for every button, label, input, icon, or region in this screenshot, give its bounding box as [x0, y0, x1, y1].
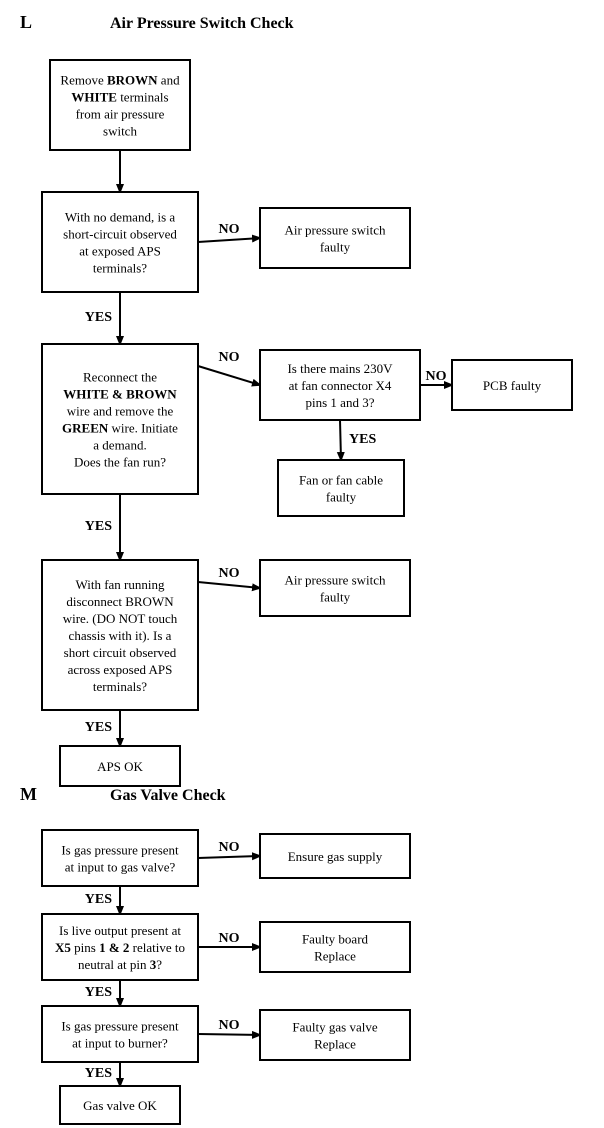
flowchart-node: Gas valve OK [60, 1086, 180, 1124]
node-text-line: at exposed APS [79, 243, 161, 258]
node-text-line: chassis with it). Is a [69, 628, 172, 643]
node-text-line: Is gas pressure present [61, 1018, 179, 1033]
section-letter: L [20, 12, 32, 32]
edge-label: NO [219, 566, 240, 581]
flowchart-node: Ensure gas supply [260, 834, 410, 878]
node-text-line: across exposed APS [68, 662, 173, 677]
edge-label: NO [219, 931, 240, 946]
flowchart-node: Air pressure switch faulty [260, 560, 410, 616]
flowchart-canvas: Remove BROWN and WHITE terminals from air … [0, 0, 604, 1128]
node-text-line: Air pressure switch [284, 572, 386, 587]
edge-label: YES [85, 985, 112, 1000]
node-text-line: Is live output present at [59, 923, 181, 938]
edge-label: YES [85, 892, 112, 907]
node-text-line: Does the fan run? [74, 454, 166, 469]
node-text-line: Ensure gas supply [288, 849, 383, 864]
node-text-line: Replace [314, 948, 356, 963]
flowchart-node: Is gas pressure present at input to burne… [42, 1006, 198, 1062]
node-text-line: WHITE & BROWN [63, 386, 177, 401]
node-text-line: wire and remove the [67, 403, 174, 418]
node-text-line: Air pressure switch [284, 222, 386, 237]
node-text-line: With fan running [75, 577, 165, 592]
node-text-line: Faulty board [302, 931, 369, 946]
edge-label: YES [349, 432, 376, 447]
node-text-line: short-circuit observed [63, 226, 177, 241]
edge-label: YES [85, 1066, 112, 1081]
node-text-line: wire. (DO NOT touch [63, 611, 178, 626]
flowchart-edge [198, 856, 260, 858]
flowchart-edge [198, 1034, 260, 1035]
node-text-line: terminals? [93, 260, 147, 275]
flowchart-edge [340, 420, 341, 460]
node-text-line: APS OK [97, 759, 143, 774]
node-text-line: pins 1 and 3? [306, 395, 375, 410]
flowchart-node: PCB faulty [452, 360, 572, 410]
node-text-line: disconnect BROWN [66, 594, 174, 609]
node-text-line: at fan connector X4 [289, 378, 392, 393]
flowchart-node: With fan running disconnect BROWN wire. (D… [42, 560, 198, 710]
node-text-line: Replace [314, 1036, 356, 1051]
edge-label: YES [85, 519, 112, 534]
node-text-line: WHITE terminals [71, 89, 168, 104]
flowchart-node: Faulty board Replace [260, 922, 410, 972]
flowchart-node: Is gas pressure present at input to gas v… [42, 830, 198, 886]
flowchart-node: Fan or fan cable faulty [278, 460, 404, 516]
flowchart-node: Is there mains 230V at fan connector X4 pi… [260, 350, 420, 420]
node-text-line: Faulty gas valve [292, 1019, 377, 1034]
node-text-line: Fan or fan cable [299, 472, 383, 487]
node-text-line: Reconnect the [83, 369, 157, 384]
edge-label: NO [219, 840, 240, 855]
nodes-layer: Remove BROWN and WHITE terminals from air … [42, 60, 572, 1124]
node-text-line: at input to burner? [72, 1035, 168, 1050]
node-text-line: at input to gas valve? [65, 859, 176, 874]
flowchart-edge [198, 238, 260, 242]
edge-label: NO [426, 369, 447, 384]
flowchart-node: APS OK [60, 746, 180, 786]
node-text-line: from air pressure [76, 106, 165, 121]
node-text-line: With no demand, is a [65, 209, 176, 224]
node-text-line: terminals? [93, 679, 147, 694]
edge-label: YES [85, 310, 112, 325]
node-text-line: X5 pins 1 & 2 relative to [55, 940, 185, 955]
flowchart-node: Reconnect the WHITE & BROWN wire and remov… [42, 344, 198, 494]
node-text-line: GREEN wire. Initiate [62, 420, 178, 435]
flowchart-node: Air pressure switch faulty [260, 208, 410, 268]
flowchart-node: With no demand, is a short-circuit observ… [42, 192, 198, 292]
flowchart-node: Remove BROWN and WHITE terminals from air … [50, 60, 190, 150]
section-letter: M [20, 784, 37, 804]
node-text-line: faulty [320, 589, 351, 604]
node-text-line: a demand. [93, 437, 146, 452]
node-text-line: faulty [326, 489, 357, 504]
node-text-line: PCB faulty [483, 378, 542, 393]
node-text-line: switch [103, 123, 137, 138]
section-title: Air Pressure Switch Check [110, 15, 294, 32]
node-text-line: Is there mains 230V [287, 361, 393, 376]
edge-label: NO [219, 350, 240, 365]
section-title: Gas Valve Check [110, 787, 226, 804]
edge-label: YES [85, 720, 112, 735]
node-text-line: Is gas pressure present [61, 842, 179, 857]
flowchart-node: Is live output present at X5 pins 1 & 2 r… [42, 914, 198, 980]
node-text-line: Gas valve OK [83, 1098, 157, 1113]
edge-label: NO [219, 222, 240, 237]
edge-label: NO [219, 1018, 240, 1033]
flowchart-node: Faulty gas valve Replace [260, 1010, 410, 1060]
node-text-line: faulty [320, 239, 351, 254]
flowchart-edge [198, 582, 260, 588]
node-text-line: neutral at pin 3? [78, 957, 162, 972]
node-text-line: Remove BROWN and [60, 72, 180, 87]
flowchart-edge [198, 366, 260, 385]
node-text-line: short circuit observed [64, 645, 177, 660]
